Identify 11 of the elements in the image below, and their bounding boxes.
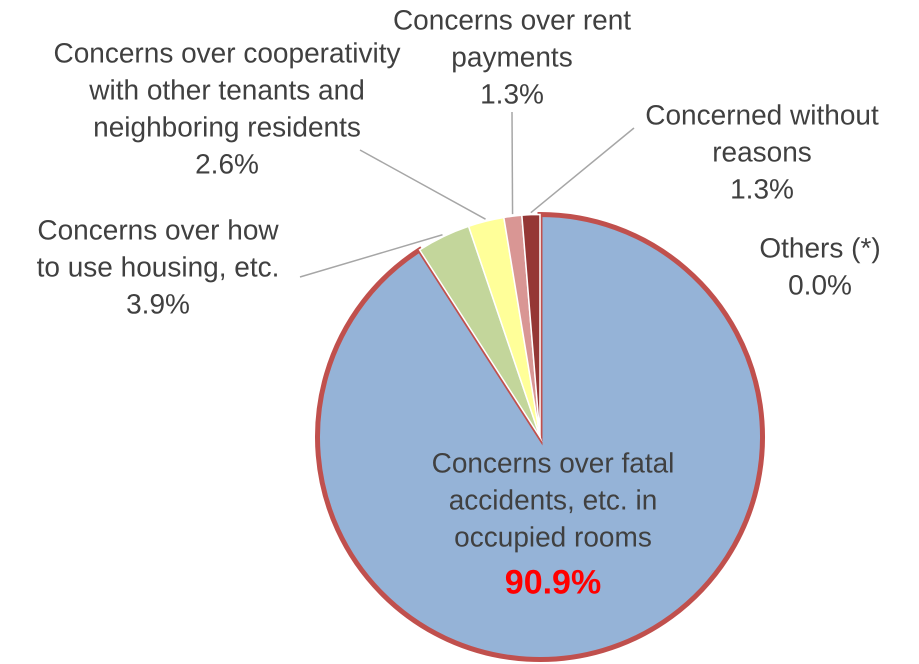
slice-label: Concerns over how to use housing, etc. — [36, 214, 280, 283]
slice-label: Concerns over cooperativity with other tenants and neighboring residents — [53, 38, 401, 143]
data-label: 90.9% — [504, 563, 602, 602]
data-label: 1.3% — [730, 174, 794, 205]
category-label: Others (*) — [759, 232, 881, 264]
text: 0.0% — [788, 270, 852, 301]
slice-label: Concerned without reasons — [645, 100, 879, 168]
data-label: 2.6% — [195, 148, 259, 180]
data-label: 1.3% — [480, 78, 544, 110]
data-label: 3.9% — [126, 288, 190, 320]
slice-label: Concerns over fatal accidents, etc. in occupied rooms — [432, 448, 674, 553]
